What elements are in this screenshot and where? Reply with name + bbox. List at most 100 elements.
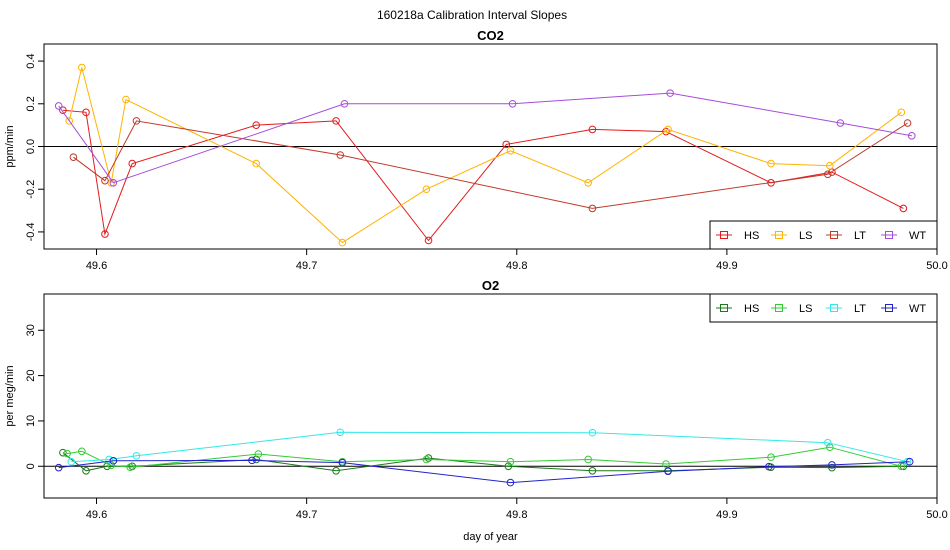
legend-square-icon [830, 304, 838, 312]
data-point-lt [903, 119, 912, 127]
data-point-ls [767, 159, 775, 168]
data-point-hs [82, 108, 90, 117]
data-point-ls [65, 117, 74, 125]
y-tick-label: -0.2 [25, 180, 37, 199]
legend-square-icon [830, 231, 838, 239]
y-tick-label: -0.4 [25, 222, 37, 241]
data-point-ls [662, 460, 670, 468]
data-point-hs [502, 140, 511, 149]
x-tick-label: 49.7 [296, 509, 317, 521]
data-point-ls [122, 95, 130, 104]
series-line-wt [58, 459, 910, 484]
legend-square-icon [885, 231, 893, 239]
data-point-hs [59, 106, 67, 114]
y-axis-label: ppm/min [4, 125, 16, 167]
data-point-ls [767, 453, 775, 462]
data-point-ls [78, 447, 86, 456]
legend-square-icon [720, 231, 728, 239]
data-point-wt [828, 461, 836, 469]
x-tick-label: 49.8 [506, 260, 527, 272]
data-point-lt [823, 438, 832, 447]
series-line-lt [73, 120, 908, 209]
legend-square-icon [775, 231, 783, 239]
data-point-ls [252, 159, 261, 168]
legend-box [709, 220, 938, 250]
y-tick-label: 30 [25, 324, 37, 336]
y-tick-label: 0.2 [25, 96, 37, 111]
data-point-wt [905, 457, 914, 466]
x-tick-label: 50.0 [926, 509, 947, 521]
y-axis-label: per meg/min [4, 365, 16, 426]
x-axis-label: day of year [463, 531, 518, 543]
data-point-ls [584, 455, 593, 464]
data-point-lt [67, 457, 76, 466]
data-point-hs [828, 463, 836, 472]
panel-title: O2 [482, 278, 499, 293]
data-point-lt [336, 151, 345, 159]
data-point-lt [588, 204, 597, 213]
data-point-hs [662, 127, 670, 136]
series-line-lt [71, 431, 908, 463]
data-point-hs [101, 230, 109, 238]
data-point-ls [506, 146, 515, 155]
data-point-lt [101, 176, 109, 185]
legend-label: WT [909, 303, 926, 315]
data-point-lt [132, 117, 141, 125]
data-point-ls [664, 125, 672, 134]
legend-label: LS [799, 230, 812, 242]
data-point-wt [248, 456, 256, 465]
x-tick-label: 50.0 [926, 260, 947, 272]
data-point-wt [836, 119, 845, 127]
legend-label: LT [854, 303, 866, 315]
data-point-hs [332, 467, 340, 475]
legend-label: WT [909, 230, 926, 242]
data-point-wt [54, 463, 63, 472]
data-point-lt [69, 153, 78, 161]
data-point-ls [422, 455, 431, 464]
data-point-lt [336, 428, 345, 437]
legend-label: LS [799, 303, 812, 315]
data-point-ls [254, 450, 263, 458]
data-point-wt [109, 179, 118, 187]
co2-panel: CO2 49.6 49.7 49.8 49.9 50.0 -0.4 -0.2 0.0 0.2 0.4… [4, 28, 948, 272]
series-line-ls [68, 67, 902, 244]
data-point-ls [897, 462, 906, 471]
data-point-hs [588, 125, 597, 134]
data-point-ls [63, 449, 71, 458]
data-point-lt [823, 170, 832, 179]
data-point-ls [584, 179, 593, 187]
data-point-lt [105, 455, 113, 464]
x-tick-label: 49.9 [716, 260, 737, 272]
legend-label: HS [744, 303, 759, 315]
data-point-ls [78, 63, 86, 72]
data-point-wt [907, 132, 916, 140]
x-tick-label: 49.6 [86, 260, 107, 272]
data-point-hs [899, 204, 908, 213]
data-point-wt [664, 467, 672, 476]
data-point-hs [82, 467, 90, 475]
data-point-hs [588, 467, 597, 475]
data-point-hs [59, 448, 67, 457]
x-tick-label: 49.8 [506, 509, 527, 521]
series-line-ls [67, 446, 902, 468]
data-point-wt [338, 458, 347, 467]
data-point-wt [54, 102, 63, 110]
data-point-ls [826, 161, 834, 170]
x-tick-label: 49.7 [296, 260, 317, 272]
panel-title: CO2 [477, 28, 504, 43]
data-point-ls [126, 463, 134, 471]
data-point-hs [504, 462, 513, 471]
data-point-wt [340, 99, 349, 108]
series-line-wt [58, 92, 912, 184]
plot-frame [43, 293, 938, 499]
data-point-ls [506, 457, 515, 466]
y-tick-label: 0.4 [25, 53, 37, 68]
y-tick-label: 10 [25, 415, 37, 427]
data-point-ls [826, 443, 834, 452]
data-point-wt [666, 89, 674, 97]
legend-box [709, 293, 938, 323]
legend-label: HS [744, 230, 759, 242]
data-point-hs [128, 159, 137, 168]
data-point-wt [765, 462, 773, 471]
